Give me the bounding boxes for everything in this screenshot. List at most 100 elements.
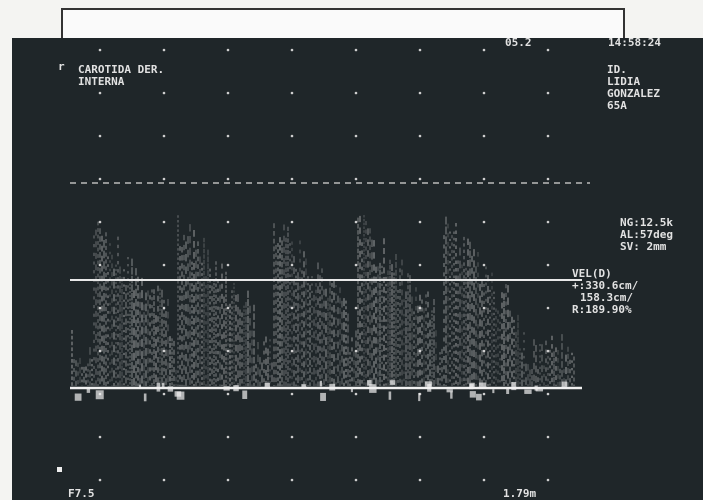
grid-dot — [355, 178, 358, 181]
spectrum-speck — [390, 380, 395, 385]
grid-dot — [547, 92, 550, 95]
grid-dot — [227, 393, 230, 396]
measurement: R:189.90% — [572, 303, 632, 316]
grid-dot — [163, 221, 166, 224]
grid-dot — [227, 92, 230, 95]
grid-dot — [163, 436, 166, 439]
grid-dot — [419, 436, 422, 439]
grid-dot — [483, 307, 486, 310]
spectrum-speck — [492, 389, 494, 393]
grid-dot — [99, 49, 102, 52]
grid-dot — [355, 393, 358, 396]
grid-dot — [355, 221, 358, 224]
grid-dot — [547, 393, 550, 396]
grid-dot — [547, 221, 550, 224]
spectrum-speck — [367, 380, 371, 386]
grid-dot — [483, 49, 486, 52]
spectrum-speck — [450, 391, 452, 398]
grid-dot — [419, 178, 422, 181]
marker — [57, 467, 62, 472]
spectrum-speck — [389, 391, 392, 399]
grid-dot — [291, 221, 294, 224]
spectrum-speck — [524, 390, 531, 394]
grid-dot — [99, 436, 102, 439]
grid-dot — [99, 92, 102, 95]
vessel-label: INTERNA — [78, 75, 125, 88]
grid-dot — [99, 178, 102, 181]
spectrum-speck — [75, 394, 82, 401]
grid-dot — [483, 436, 486, 439]
grid-dot — [355, 135, 358, 138]
grid-dot — [163, 178, 166, 181]
grid-dot — [163, 479, 166, 482]
grid-dot — [291, 479, 294, 482]
spectrum-speck — [470, 391, 476, 398]
top-text: 14:58:24 — [608, 36, 661, 49]
spectrum-speck — [476, 394, 482, 401]
monitor-bezel — [62, 9, 624, 41]
spectrum-speck — [242, 391, 247, 399]
page: 05.2 14:58:24 r CAROTIDA DER. INTERNA ID… — [0, 0, 703, 500]
patient-info: 65A — [607, 99, 627, 112]
grid-dot — [227, 178, 230, 181]
grid-dot — [419, 135, 422, 138]
grid-dot — [227, 264, 230, 267]
grid-dot — [355, 49, 358, 52]
grid-dot — [419, 92, 422, 95]
grid-dot — [227, 49, 230, 52]
spectrum-speck — [144, 393, 147, 401]
grid-dot — [547, 436, 550, 439]
grid-dot — [291, 135, 294, 138]
grid-dot — [547, 307, 550, 310]
grid-dot — [99, 135, 102, 138]
grid-dot — [291, 264, 294, 267]
bottom-text: F7.5 — [68, 487, 95, 500]
grid-dot — [483, 264, 486, 267]
grid-dot — [99, 479, 102, 482]
grid-dot — [227, 135, 230, 138]
grid-dot — [163, 92, 166, 95]
grid-dot — [483, 178, 486, 181]
grid-dot — [227, 221, 230, 224]
spectrum-speck — [175, 391, 182, 396]
spectrum-speck — [447, 389, 453, 392]
grid-dot — [483, 393, 486, 396]
grid-dot — [163, 49, 166, 52]
grid-dot — [355, 264, 358, 267]
grid-dot — [547, 178, 550, 181]
grid-dot — [355, 479, 358, 482]
grid-dot — [483, 221, 486, 224]
spectrum-speck — [320, 393, 326, 401]
grid-dot — [547, 264, 550, 267]
top-text: 05.2 — [505, 36, 532, 49]
grid-dot — [419, 479, 422, 482]
grid-dot — [163, 393, 166, 396]
grid-dot — [419, 221, 422, 224]
ultrasound-screen: 05.2 14:58:24 r CAROTIDA DER. INTERNA ID… — [0, 0, 703, 500]
grid-dot — [291, 92, 294, 95]
grid-dot — [291, 49, 294, 52]
grid-dot — [547, 479, 550, 482]
grid-dot — [483, 135, 486, 138]
grid-dot — [291, 393, 294, 396]
grid-dot — [291, 436, 294, 439]
setting: SV: 2mm — [620, 240, 667, 253]
grid-dot — [355, 436, 358, 439]
grid-dot — [483, 479, 486, 482]
grid-dot — [163, 135, 166, 138]
bottom-text: 1.79m — [503, 487, 536, 500]
grid-dot — [419, 49, 422, 52]
spectrum-speck — [320, 381, 322, 387]
spectrum-speck — [96, 390, 104, 399]
grid-dot — [419, 264, 422, 267]
grid-dot — [355, 92, 358, 95]
grid-dot — [291, 178, 294, 181]
grid-dot — [483, 92, 486, 95]
grid-dot — [227, 436, 230, 439]
corner-mark: r — [58, 60, 65, 73]
grid-dot — [355, 307, 358, 310]
spectrum-speck — [418, 393, 420, 401]
grid-dot — [547, 49, 550, 52]
grid-dot — [227, 479, 230, 482]
grid-dot — [163, 264, 166, 267]
